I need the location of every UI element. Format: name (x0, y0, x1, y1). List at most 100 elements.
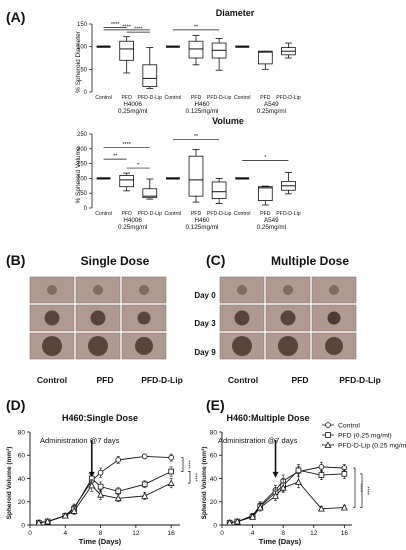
box (142, 64, 158, 87)
data-point (115, 457, 122, 463)
box (257, 186, 273, 202)
x-category-label: PFD (260, 211, 271, 217)
y-tick-label: 250 (77, 132, 88, 138)
x-category-label: PFD-D-Lip (276, 211, 301, 217)
significance-label: **** (134, 27, 143, 33)
data-point (141, 481, 148, 488)
y-tick-label: 60 (210, 453, 218, 460)
x-category-label: PFD-D-Lip (207, 211, 232, 217)
data-point (97, 469, 104, 476)
y-axis-label: % Spheroid Diameter (75, 30, 82, 93)
box (188, 155, 204, 197)
panel-label-e: (E) (206, 397, 225, 413)
y-axis-label: % Spheroid Volume (75, 146, 82, 203)
single-dose-photo-grid: Single Dose Control PFD PFD-D-Lip (29, 254, 183, 385)
x-axis-label: Time (Days) (259, 537, 302, 546)
multiple-dose-line-chart: H460:Multiple Dose Time (Days) Spheroid … (201, 413, 406, 546)
significance-label: ** (194, 134, 199, 140)
data-point (167, 479, 175, 486)
data-point (324, 441, 332, 448)
data-point (325, 432, 331, 438)
data-point (114, 494, 122, 502)
chart-title: Diameter (216, 8, 255, 18)
y-tick-label: 80 (18, 429, 26, 436)
x-category-label: Control (234, 95, 251, 101)
data-point (233, 517, 241, 525)
x-tick-label: 16 (168, 530, 176, 537)
box (119, 40, 134, 61)
chart-title: H460:Single Dose (62, 413, 138, 423)
y-tick-label: 40 (210, 476, 218, 483)
x-category-label: PFD-D-Lip (138, 95, 163, 101)
group-label: H460 (194, 101, 210, 108)
single-dose-title: Single Dose (81, 254, 150, 268)
data-point (272, 492, 279, 499)
multiple-dose-title: Multiple Dose (271, 254, 349, 268)
group-label: A549 (264, 217, 279, 224)
spheroid (327, 311, 341, 325)
day-label: Day 9 (194, 348, 216, 357)
significance-label: ** (113, 154, 118, 160)
spheroid (88, 336, 108, 356)
significance-label: * (264, 155, 267, 161)
x-category-label: PFD (121, 211, 132, 217)
x-category-label: PFD (121, 95, 132, 101)
panel-label-b: (B) (6, 252, 25, 268)
x-tick-label: 0 (28, 530, 32, 537)
data-point (97, 483, 104, 490)
day-label: Day 0 (194, 291, 216, 300)
legend-label: PFD-D-Lip (0.25 mg/ml) (338, 443, 406, 450)
significance-label: **** (185, 460, 191, 469)
administration-annotation: Administration @7 days (40, 436, 120, 445)
y-tick-label: 100 (77, 176, 88, 182)
volume-box-chart: Volume % Spheroid Volume 0 50 100 150 200 250… (75, 116, 301, 231)
x-tick-label: 0 (220, 530, 224, 537)
significance-label: **** (192, 473, 198, 482)
group-concentration-label: 0.25mg/ml (257, 108, 286, 115)
y-tick-label: 100 (77, 45, 88, 51)
data-point (168, 454, 174, 461)
spheroid (237, 285, 247, 295)
series-line (38, 455, 172, 524)
column-label-control: Control (228, 375, 258, 385)
spheroid (135, 337, 153, 355)
data-point (249, 513, 257, 520)
data-point (44, 517, 52, 525)
column-label-pfd: PFD (292, 375, 309, 385)
box (188, 40, 204, 59)
series-line (229, 466, 345, 524)
group-concentration-label: 0.125mg/ml (186, 224, 219, 231)
x-category-label: Control (95, 211, 112, 217)
significance-label: ** (194, 24, 199, 30)
x-category-label: Control (165, 211, 182, 217)
data-point (318, 472, 325, 478)
data-point (317, 504, 325, 512)
x-tick-label: 16 (341, 530, 349, 537)
y-tick-label: 40 (18, 476, 26, 483)
spheroid (42, 336, 62, 356)
data-point (325, 422, 331, 428)
series-line (38, 482, 172, 524)
y-tick-label: 50 (80, 191, 87, 197)
column-label-control: Control (37, 375, 67, 385)
administration-annotation: Administration @7 days (218, 436, 298, 445)
y-tick-label: 200 (77, 147, 88, 153)
data-point (97, 491, 105, 498)
spheroid (283, 285, 293, 295)
multiple-dose-photo-grid: Multiple Dose Control PFD PFD-D-Lip (219, 254, 381, 385)
group-concentration-label: 0.25mg/ml (118, 224, 147, 231)
x-category-label: Control (165, 95, 182, 101)
data-point (88, 481, 96, 489)
chart-title: H460:Multiple Dose (226, 413, 309, 423)
x-tick-label: 12 (310, 530, 318, 537)
x-category-label: PFD-D-Lip (207, 95, 232, 101)
data-point (141, 453, 148, 460)
diameter-box-chart: Diameter % Spheroid Diameter 0 50 100 150 Co… (75, 8, 301, 115)
x-category-label: PFD (191, 95, 202, 101)
panel-label-c: (C) (206, 252, 225, 268)
x-category-label: PFD-D-Lip (138, 211, 163, 217)
x-tick-label: 8 (281, 530, 285, 537)
x-tick-label: 4 (63, 530, 67, 537)
significance-bracket (188, 471, 191, 484)
group-concentration-label: 0.25mg/ml (118, 108, 147, 115)
